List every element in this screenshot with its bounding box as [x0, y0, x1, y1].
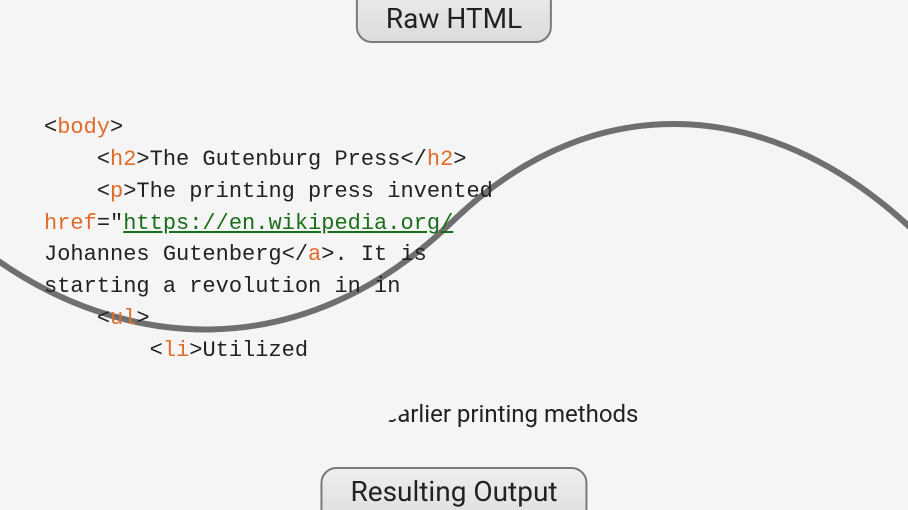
list-item: A dramatic improvement on earlier printi…	[80, 399, 880, 431]
tab-raw-html: Raw HTML	[356, 0, 552, 43]
tab-resulting-output: Resulting Output	[320, 467, 587, 510]
external-link-icon	[692, 211, 710, 229]
list-item: Relied on oil-based inks	[80, 365, 880, 397]
